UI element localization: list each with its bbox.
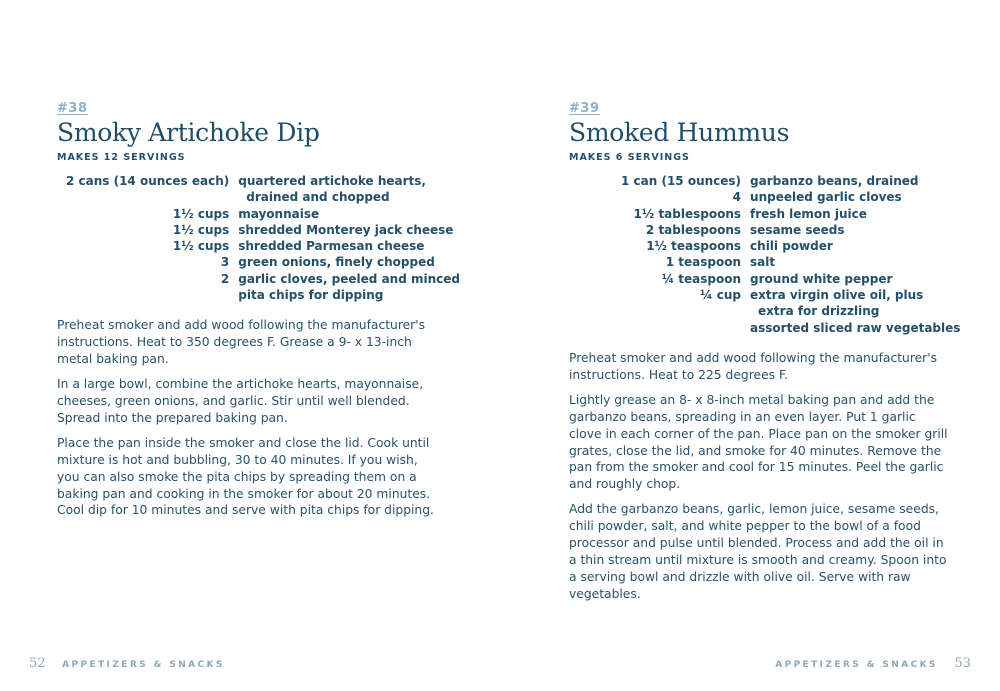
ingredient-quantity: 1 can (15 ounces) — [621, 174, 742, 188]
ingredient-quantity: 1½ cups — [172, 206, 230, 221]
ingredient-quantity: 3 — [220, 255, 230, 270]
ingredient-item: green onions, finely chopped — [238, 254, 460, 270]
ingredient-continuation: extra for drizzling — [758, 304, 880, 319]
instruction-step: Preheat smoker and add wood following th… — [569, 350, 938, 382]
ingredient-name: assorted sliced raw vegetables — [750, 320, 961, 335]
ingredient-row: 1½ cups shredded Monterey jack cheese — [66, 222, 460, 238]
ingredient-name: garlic cloves, peeled and minced — [238, 271, 460, 286]
ingredient-row: ¼ teaspoon ground white pepper — [621, 271, 960, 287]
ingredient-row: 1½ tablespoons fresh lemon juice — [621, 206, 960, 222]
ingredient-item: mayonnaise — [238, 206, 460, 222]
ingredient-quantity: 1½ teaspoons — [646, 239, 742, 254]
recipe-title: Smoky Artichoke Dip — [57, 118, 320, 147]
recipe-yield: MAKES 12 SERVINGS — [57, 152, 186, 163]
ingredients-list: 1 can (15 ounces) garbanzo beans, drained… — [621, 173, 960, 336]
ingredient-row: 4 unpeeled garlic cloves — [621, 189, 960, 205]
instruction-step: Lightly grease an 8- x 8-inch metal baki… — [569, 392, 948, 492]
right-page: #39 Smoked Hummus MAKES 6 SERVINGS 1 can… — [500, 0, 1000, 691]
ingredient-quantity: 2 tablespoons — [645, 222, 742, 237]
ingredient-name: pita chips for dipping — [238, 288, 384, 303]
instruction-step: Place the pan inside the smoker and clos… — [57, 435, 434, 518]
ingredient-quantity — [66, 287, 238, 303]
ingredient-row: pita chips for dipping — [66, 287, 460, 303]
ingredient-name: shredded Monterey jack cheese — [238, 222, 454, 237]
ingredient-row: 2 tablespoons sesame seeds — [621, 222, 960, 238]
ingredient-item: salt — [750, 254, 960, 270]
page-number: 53 — [954, 656, 971, 671]
ingredient-quantity: 2 — [220, 271, 230, 286]
ingredient-quantity: 1½ cups — [172, 222, 230, 237]
ingredient-item: garbanzo beans, drained — [750, 173, 960, 189]
ingredient-item: pita chips for dipping — [238, 287, 460, 303]
ingredient-quantity: 1½ cups — [172, 239, 230, 254]
page-footer: 52 APPETIZERS & SNACKS — [29, 656, 225, 671]
ingredient-item: ground white pepper — [750, 271, 960, 287]
ingredient-quantity: 1 teaspoon — [665, 255, 742, 270]
ingredient-quantity: 2 cans (14 ounces each) — [66, 174, 230, 188]
ingredient-name: unpeeled garlic cloves — [750, 190, 902, 205]
ingredient-row: 1½ cups mayonnaise — [66, 206, 460, 222]
left-page: #38 Smoky Artichoke Dip MAKES 12 SERVING… — [29, 101, 460, 671]
page-number: 52 — [29, 656, 46, 671]
section-name: APPETIZERS & SNACKS — [775, 660, 938, 670]
ingredient-row: 1½ cups shredded Parmesan cheese — [66, 238, 460, 254]
ingredient-item: quartered artichoke hearts, drained and c… — [238, 173, 460, 206]
ingredient-row: 3 green onions, finely chopped — [66, 254, 460, 270]
ingredient-name: quartered artichoke hearts, — [238, 174, 426, 188]
ingredient-name: ground white pepper — [750, 271, 893, 286]
ingredient-name: extra virgin olive oil, plus — [750, 288, 924, 303]
recipe-number: #38 — [57, 101, 88, 116]
ingredient-name: fresh lemon juice — [750, 206, 867, 221]
recipe-39: #39 Smoked Hummus MAKES 6 SERVINGS 1 can… — [569, 101, 960, 611]
instruction-step: In a large bowl, combine the artichoke h… — [57, 377, 424, 425]
ingredient-row: ¼ cup extra virgin olive oil, plus extra f… — [621, 287, 960, 320]
ingredient-row: 2 cans (14 ounces each) quartered articho… — [66, 173, 460, 206]
instruction-step: Preheat smoker and add wood following th… — [57, 318, 426, 367]
ingredient-item: sesame seeds — [750, 222, 960, 238]
section-name: APPETIZERS & SNACKS — [62, 660, 225, 670]
instruction-step: Add the garbanzo beans, garlic, lemon ju… — [569, 502, 947, 601]
ingredient-name: salt — [750, 255, 776, 270]
ingredient-item: fresh lemon juice — [750, 206, 960, 222]
ingredient-quantity: 1½ tablespoons — [633, 206, 742, 221]
ingredient-row: 1 can (15 ounces) garbanzo beans, drained — [621, 173, 960, 189]
ingredient-quantity: ¼ teaspoon — [661, 271, 742, 286]
ingredient-item: garlic cloves, peeled and minced — [238, 271, 460, 287]
recipe-yield: MAKES 6 SERVINGS — [569, 152, 690, 163]
page-footer: APPETIZERS & SNACKS 53 — [775, 656, 971, 671]
ingredient-item: chili powder — [750, 238, 960, 254]
ingredient-name: sesame seeds — [750, 222, 845, 237]
ingredient-name: garbanzo beans, drained — [750, 174, 919, 188]
ingredient-item: assorted sliced raw vegetables — [750, 320, 960, 336]
ingredient-row: assorted sliced raw vegetables — [621, 320, 960, 336]
recipe-title: Smoked Hummus — [569, 118, 790, 147]
ingredient-continuation: drained and chopped — [246, 190, 390, 205]
ingredient-quantity: ¼ cup — [700, 288, 742, 303]
ingredient-name: mayonnaise — [238, 206, 320, 221]
ingredient-quantity — [621, 320, 750, 336]
ingredient-item: unpeeled garlic cloves — [750, 189, 960, 205]
ingredient-row: 2 garlic cloves, peeled and minced — [66, 271, 460, 287]
instructions: Preheat smoker and add wood following th… — [57, 317, 437, 519]
recipe-38: #38 Smoky Artichoke Dip MAKES 12 SERVING… — [57, 101, 460, 527]
ingredient-item: extra virgin olive oil, plus extra for dr… — [750, 287, 960, 320]
ingredient-item: shredded Parmesan cheese — [238, 238, 460, 254]
ingredient-row: 1½ teaspoons chili powder — [621, 238, 960, 254]
ingredient-name: chili powder — [750, 239, 833, 254]
ingredients-list: 2 cans (14 ounces each) quartered articho… — [66, 173, 460, 303]
ingredient-row: 1 teaspoon salt — [621, 254, 960, 270]
ingredient-item: shredded Monterey jack cheese — [238, 222, 460, 238]
ingredient-name: green onions, finely chopped — [238, 255, 435, 270]
recipe-number: #39 — [569, 101, 600, 116]
ingredient-quantity: 4 — [732, 190, 742, 205]
ingredient-name: shredded Parmesan cheese — [238, 239, 425, 254]
instructions: Preheat smoker and add wood following th… — [569, 350, 949, 603]
